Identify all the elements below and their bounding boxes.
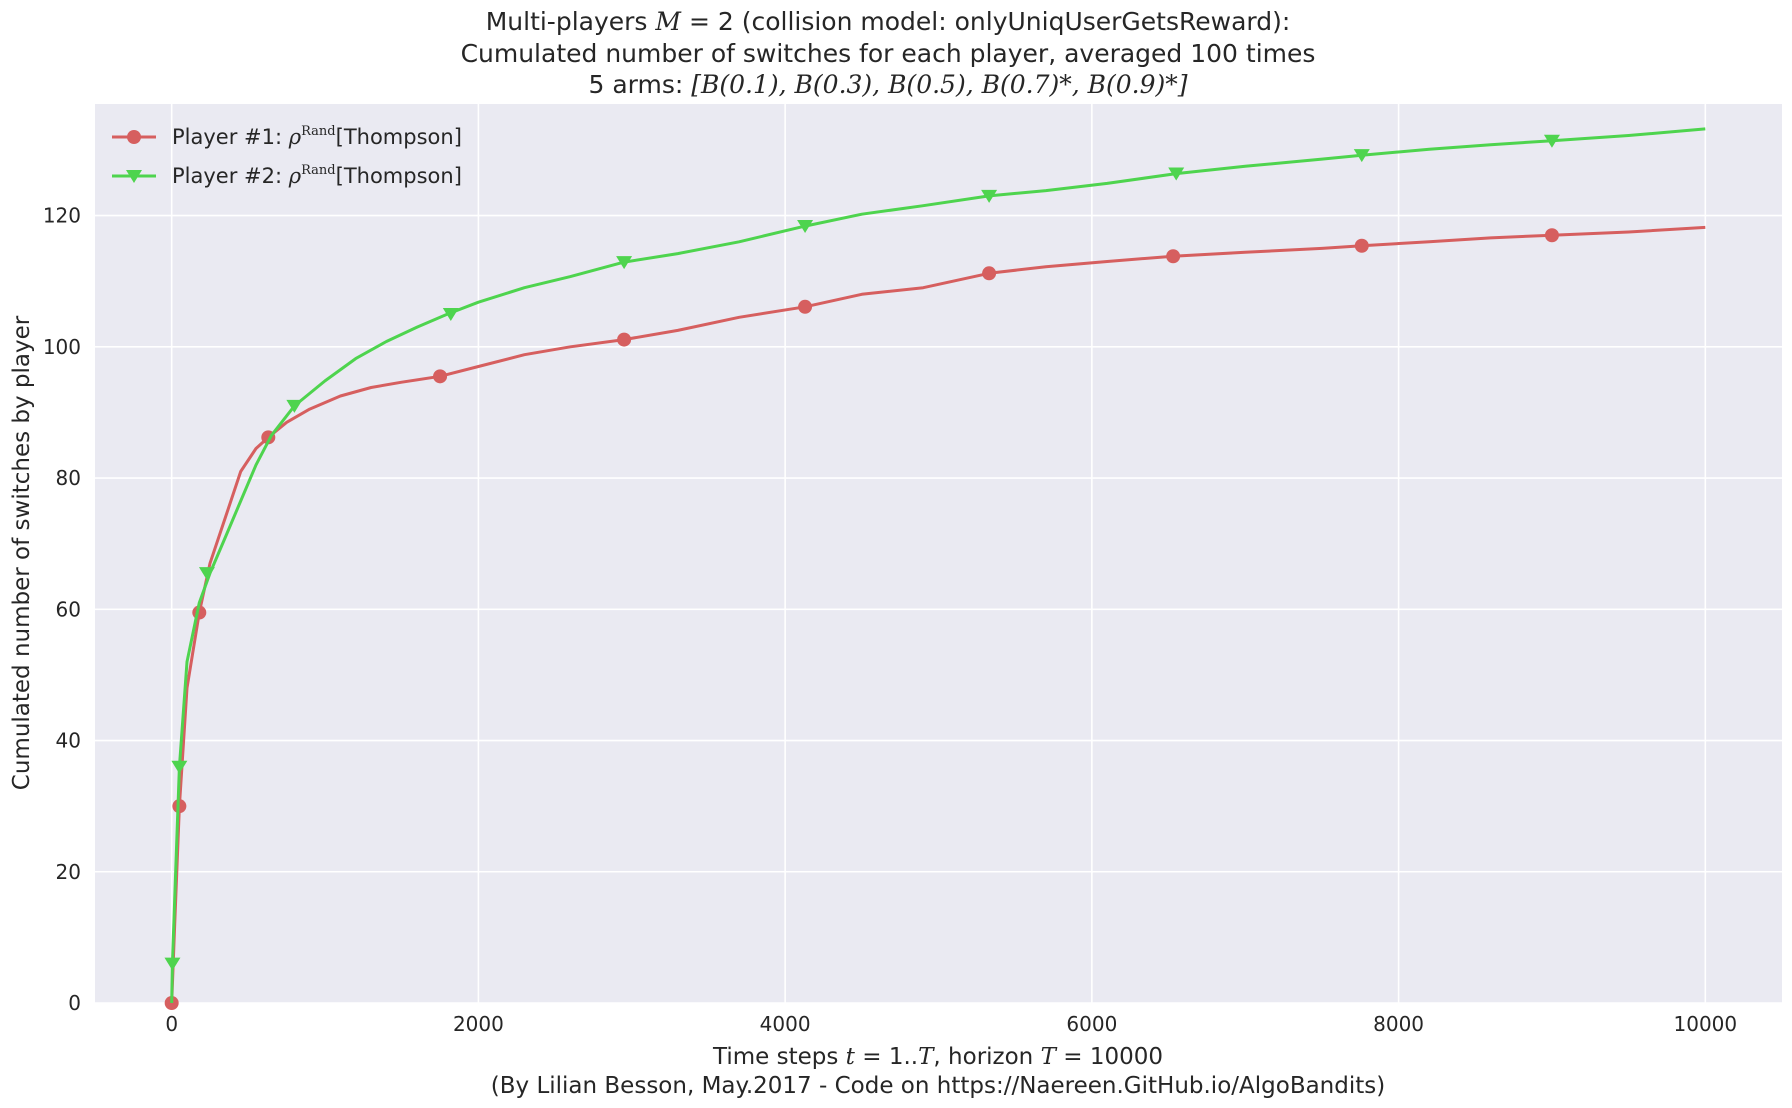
data-point-player-2 — [198, 567, 215, 581]
data-point-player-2 — [981, 189, 998, 203]
legend-marker-player-2 — [126, 170, 142, 183]
legend-marker-player-1 — [127, 130, 141, 144]
data-point-player-1 — [1544, 228, 1559, 243]
data-point-player-1 — [617, 332, 632, 347]
y-tick-label: 80 — [56, 466, 81, 490]
chart-title-line-2: Cumulated number of switches for each pl… — [461, 39, 1316, 68]
data-point-player-2 — [797, 220, 814, 234]
data-point-player-2 — [171, 760, 188, 774]
y-tick-label: 120 — [43, 204, 81, 228]
plot-area — [95, 104, 1782, 1003]
data-point-player-1 — [433, 369, 448, 384]
y-tick-labels: 0 20 40 60 80 100 120 — [43, 204, 81, 1015]
legend-label-player-1: Player #1: ρRand[Thompson] — [172, 124, 462, 149]
data-point-player-2 — [1168, 167, 1185, 181]
data-point-player-2 — [442, 307, 459, 321]
data-point-player-2 — [616, 256, 633, 270]
x-tick-label: 0 — [165, 1012, 178, 1036]
series-line-player-2 — [170, 127, 1706, 1004]
data-point-player-1 — [1166, 249, 1181, 264]
x-tick-label: 6000 — [1066, 1012, 1117, 1036]
x-tick-label: 2000 — [453, 1012, 504, 1036]
y-tick-label: 0 — [68, 991, 81, 1015]
x-tick-label: 8000 — [1373, 1012, 1424, 1036]
chart-caption: (By Lilian Besson, May.2017 - Code on ht… — [491, 1073, 1385, 1099]
data-point-player-1 — [798, 299, 813, 314]
series-layer — [164, 127, 1706, 1010]
y-tick-label: 100 — [43, 335, 81, 359]
chart-title-line-3: 5 arms: [B(0.1), B(0.3), B(0.5), B(0.7)*… — [588, 70, 1187, 99]
y-tick-label: 20 — [56, 860, 81, 884]
legend-entry-player-1: Player #1: ρRand[Thompson] — [112, 124, 462, 149]
y-axis-label: Cumulated number of switches by player — [9, 315, 35, 790]
data-point-player-2 — [1543, 134, 1560, 148]
data-point-player-2 — [1353, 149, 1370, 163]
data-point-player-2 — [164, 957, 181, 971]
x-axis-label: Time steps t = 1..T, horizon T = 10000 — [712, 1044, 1163, 1070]
x-tick-label: 4000 — [760, 1012, 811, 1036]
data-point-player-1 — [164, 996, 179, 1010]
chart-title-line-1: Multi-players M = 2 (collision model: on… — [486, 7, 1291, 36]
data-point-player-1 — [982, 266, 997, 281]
x-tick-labels: 0 2000 4000 6000 8000 10000 — [165, 1012, 1737, 1036]
series-line-player-1 — [170, 225, 1706, 1004]
x-tick-label: 10000 — [1674, 1012, 1738, 1036]
data-point-player-2 — [286, 399, 303, 413]
y-tick-label: 60 — [56, 597, 81, 621]
data-point-player-1 — [1354, 238, 1369, 253]
y-tick-label: 40 — [56, 729, 81, 753]
